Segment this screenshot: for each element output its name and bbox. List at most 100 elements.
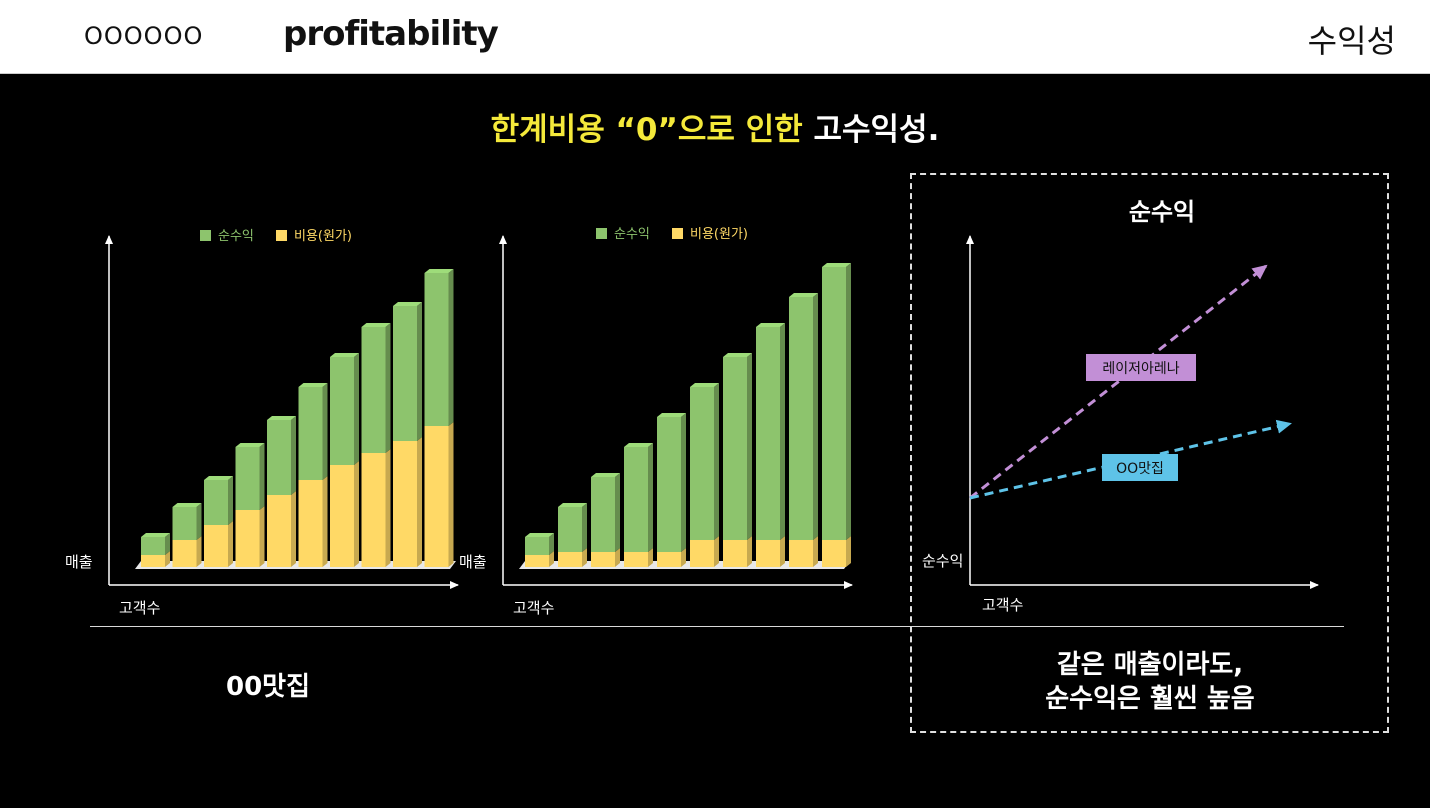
bar-cost-side bbox=[681, 548, 686, 567]
bar-cost-side bbox=[165, 551, 170, 567]
bar-profit-side bbox=[291, 416, 296, 495]
bar-cost-side bbox=[747, 536, 752, 567]
bar-profit bbox=[361, 327, 386, 453]
series-label: 레이저아레나 bbox=[1102, 361, 1179, 377]
bar-profit-side bbox=[196, 503, 202, 540]
bar-cost bbox=[361, 453, 386, 567]
series-label-box bbox=[1102, 454, 1178, 481]
bar-profit-side bbox=[780, 323, 785, 540]
bar-cost bbox=[204, 525, 228, 567]
bar-cost-side bbox=[354, 461, 359, 567]
bar-cost bbox=[657, 552, 681, 567]
bar-cost-side bbox=[448, 422, 454, 567]
bar-profit-side bbox=[448, 269, 454, 426]
bar-cost-side bbox=[846, 536, 851, 567]
bar-cost bbox=[558, 552, 582, 567]
bar-cost bbox=[690, 540, 714, 567]
bar-profit-top bbox=[690, 383, 719, 387]
y-axis-label: 매출 bbox=[65, 553, 93, 571]
bar-profit bbox=[657, 417, 681, 552]
bar-cost bbox=[624, 552, 648, 567]
highlight-box bbox=[910, 173, 1389, 733]
headline-rest: 고수익성. bbox=[802, 112, 940, 148]
bar-cost-side bbox=[322, 476, 328, 567]
bar-profit-side bbox=[582, 503, 587, 552]
bar-profit-side bbox=[648, 443, 653, 552]
bar-profit-top bbox=[756, 323, 785, 327]
profitability-logo: profitability bbox=[283, 14, 499, 54]
bar-profit bbox=[172, 507, 197, 540]
bar-profit-side bbox=[322, 383, 328, 480]
x-axis-label: 고객수 bbox=[513, 599, 554, 617]
bar-cost bbox=[330, 465, 354, 567]
bar-cost-side bbox=[648, 548, 653, 567]
bar-profit-top bbox=[723, 353, 752, 357]
bar-profit-side bbox=[354, 353, 359, 465]
legend-label-cost: 비용(원가) bbox=[294, 229, 352, 244]
line-chart-title: 순수익 bbox=[1129, 198, 1195, 226]
bar-profit bbox=[141, 537, 165, 555]
bar-cost-side bbox=[615, 548, 620, 567]
bar-profit-side bbox=[615, 473, 620, 552]
caption-right-line2: 순수익은 훨씬 높음 bbox=[1045, 684, 1255, 714]
legend-label-cost: 비용(원가) bbox=[690, 227, 748, 242]
bar-profit-top bbox=[267, 416, 296, 420]
bar-profit-top bbox=[330, 353, 359, 357]
bar-profit-top bbox=[141, 533, 170, 537]
bar-profit-side bbox=[417, 302, 422, 441]
bar-profit bbox=[558, 507, 582, 552]
bar-cost bbox=[789, 540, 813, 567]
bar-profit-side bbox=[228, 476, 233, 525]
bar-cost bbox=[267, 495, 291, 567]
bar-profit-top bbox=[558, 503, 587, 507]
x-axis-label: 고객수 bbox=[982, 596, 1023, 614]
bar-profit bbox=[525, 537, 549, 555]
bar-cost bbox=[172, 540, 197, 567]
bar-profit bbox=[330, 357, 354, 465]
legend-swatch-profit bbox=[200, 230, 211, 241]
bar-profit bbox=[822, 267, 846, 540]
series-label: OO맛집 bbox=[1116, 461, 1164, 477]
bar-profit bbox=[723, 357, 747, 540]
bar-profit bbox=[591, 477, 615, 552]
bar-profit-side bbox=[846, 263, 851, 540]
bar-cost-side bbox=[196, 536, 202, 567]
bar-cost bbox=[756, 540, 780, 567]
bar-profit-top bbox=[525, 533, 554, 537]
headline: 한계비용 “0”으로 인한 고수익성. bbox=[0, 104, 1430, 149]
bar-cost-side bbox=[780, 536, 785, 567]
bar-cost bbox=[525, 555, 549, 567]
bar-cost-side bbox=[714, 536, 719, 567]
series-line bbox=[969, 419, 1292, 500]
y-axis-label: 순수익 bbox=[922, 552, 963, 570]
bar-profit bbox=[298, 387, 323, 480]
legend-swatch-cost bbox=[672, 228, 683, 239]
bar-profit-top bbox=[789, 293, 818, 297]
bar-profit bbox=[690, 387, 714, 540]
bar-profit-side bbox=[385, 323, 391, 453]
headline-highlight: 한계비용 “0”으로 인한 bbox=[490, 112, 803, 148]
divider-line bbox=[90, 626, 1344, 627]
bar-cost bbox=[424, 426, 449, 567]
bar-cost bbox=[591, 552, 615, 567]
bar-profit bbox=[393, 306, 417, 441]
bar-cost-side bbox=[549, 551, 554, 567]
caption-left: 00맛집 bbox=[225, 672, 311, 702]
bar-profit-top bbox=[657, 413, 686, 417]
legend-label-profit: 순수익 bbox=[218, 229, 254, 244]
bar-profit-top bbox=[361, 323, 391, 327]
series-label-box bbox=[1086, 354, 1196, 381]
bar-cost bbox=[298, 480, 323, 567]
bar-cost bbox=[141, 555, 165, 567]
bar-profit-side bbox=[549, 533, 554, 555]
bar-profit bbox=[424, 273, 449, 426]
bar-profit-side bbox=[681, 413, 686, 552]
legend-swatch-profit bbox=[596, 228, 607, 239]
bar-profit bbox=[756, 327, 780, 540]
x-axis-label: 고객수 bbox=[119, 599, 160, 617]
bar-cost-side bbox=[228, 521, 233, 567]
bar-cost bbox=[822, 540, 846, 567]
